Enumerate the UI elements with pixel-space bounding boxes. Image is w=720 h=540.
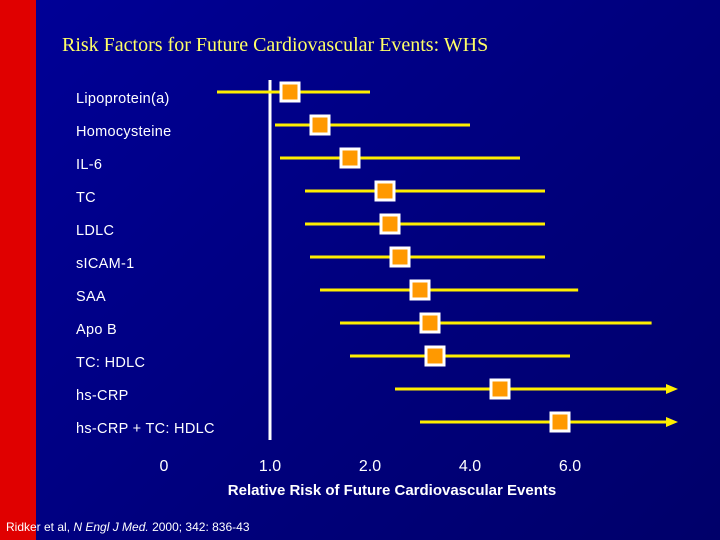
x-tick-label: 6.0 xyxy=(558,458,582,475)
x-tick-label: 1.0 xyxy=(258,458,282,475)
row-label: Homocysteine xyxy=(76,124,172,140)
rr-marker xyxy=(309,114,331,136)
citation: Ridker et al, N Engl J Med. 2000; 342: 8… xyxy=(6,520,250,534)
slide-title: Risk Factors for Future Cardiovascular E… xyxy=(62,34,489,56)
rr-marker xyxy=(389,246,411,268)
rr-marker xyxy=(419,312,441,334)
ci-arrowhead xyxy=(666,417,678,427)
x-tick-label: 2.0 xyxy=(358,458,382,475)
x-tick-label: 4.0 xyxy=(458,458,482,475)
row-label: TC: HDLC xyxy=(76,355,146,371)
row-label: LDLC xyxy=(76,223,115,239)
red-side-bar xyxy=(0,0,36,540)
citation-journal: N Engl J Med. xyxy=(73,520,149,534)
row-label: hs-CRP + TC: HDLC xyxy=(76,421,215,437)
x-axis-label: Relative Risk of Future Cardiovascular E… xyxy=(227,482,557,499)
rr-marker xyxy=(339,147,361,169)
row-label: Lipoprotein(a) xyxy=(76,91,170,107)
row-label: SAA xyxy=(76,289,106,305)
row-label: hs-CRP xyxy=(76,388,129,404)
rr-marker xyxy=(489,378,511,400)
rr-marker xyxy=(424,345,446,367)
row-label: IL-6 xyxy=(76,157,103,173)
rr-marker xyxy=(279,81,301,103)
ci-arrowhead xyxy=(666,384,678,394)
citation-suffix: 2000; 342: 836-43 xyxy=(148,520,250,534)
slide-background xyxy=(36,0,720,540)
row-label: Apo B xyxy=(76,322,117,338)
rr-marker xyxy=(409,279,431,301)
rr-marker xyxy=(549,411,571,433)
citation-prefix: Ridker et al, xyxy=(6,520,74,534)
rr-marker xyxy=(379,213,401,235)
x-tick-label: 0 xyxy=(159,458,169,475)
rr-marker xyxy=(374,180,396,202)
row-label: TC xyxy=(76,190,96,206)
row-label: sICAM-1 xyxy=(76,256,135,272)
